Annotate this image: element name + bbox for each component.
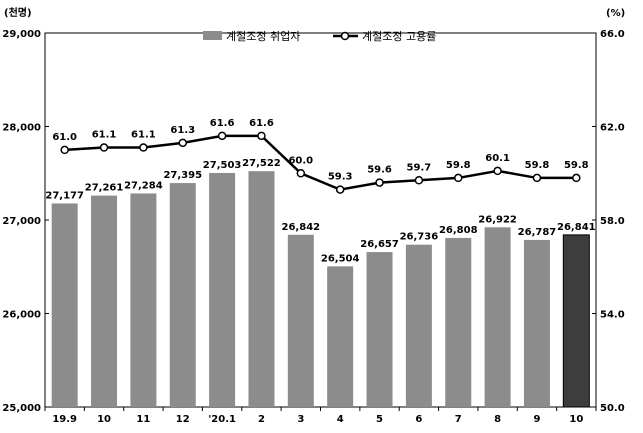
x-axis-tick-label: 3	[297, 414, 304, 425]
bar	[130, 193, 157, 407]
x-axis-tick-label: 4	[337, 414, 344, 425]
x-axis-tick-label: 12	[176, 414, 190, 425]
bar	[562, 234, 590, 408]
line-data-label: 61.1	[92, 130, 117, 141]
line-marker	[454, 173, 463, 183]
x-axis-tick-label: 10	[97, 414, 111, 425]
line-marker	[99, 143, 109, 152]
bar	[169, 183, 196, 407]
bar-data-label: 26,736	[400, 232, 439, 243]
line-data-label: 61.1	[131, 130, 156, 141]
right-axis-tick-label: 62.0	[600, 123, 625, 134]
right-axis-tick-label: 50.0	[600, 403, 625, 414]
line-marker	[139, 143, 148, 152]
line-data-label: 59.6	[367, 165, 392, 176]
line-marker	[375, 178, 384, 187]
right-axis-tick-label: 66.0	[600, 29, 625, 40]
bar-data-label: 26,504	[321, 253, 360, 264]
line-marker	[296, 169, 306, 178]
x-axis-tick-label: 2	[258, 414, 265, 425]
left-axis: 25,000 26,000 27,000 28,000 29,000	[2, 29, 49, 414]
bar-data-label: 26,922	[478, 214, 517, 225]
x-axis-tick-label: 8	[494, 414, 501, 425]
x-axis: 19.9 10 11 12 '20.1 2 3 4 5 6 7 8 9 10	[44, 407, 597, 425]
left-axis-tick-label: 28,000	[2, 123, 41, 134]
line-data-label: 61.3	[170, 125, 195, 136]
left-axis-tick-label: 29,000	[2, 29, 41, 40]
x-axis-tick-label: 9	[533, 414, 540, 425]
line-data-label: 59.3	[328, 172, 353, 183]
bar	[248, 171, 275, 407]
x-axis-tick-label: 7	[455, 414, 462, 425]
legend-line-marker	[340, 31, 350, 41]
line-data-label: 59.8	[525, 160, 550, 171]
legend-bar-swatch	[203, 31, 222, 40]
x-axis-tick-label: '20.1	[208, 414, 236, 425]
line-data-label: 59.7	[407, 162, 432, 173]
line-data-label: 61.0	[52, 132, 77, 143]
line-marker	[60, 145, 69, 155]
line-data-label: 59.8	[446, 160, 471, 171]
line-data-label: 59.8	[564, 160, 589, 171]
right-axis-unit: (%)	[606, 8, 625, 19]
bar	[484, 227, 511, 407]
left-axis-tick-label: 25,000	[2, 403, 41, 414]
x-axis-tick-label: 11	[136, 414, 150, 425]
bar-data-label: 27,261	[85, 183, 124, 194]
legend-line-label: 계절조정 고용률	[362, 30, 436, 43]
bar-data-label: 26,841	[557, 222, 596, 233]
x-axis-tick-label: 19.9	[52, 414, 77, 425]
bar-series	[51, 171, 590, 408]
legend-bar-label: 계절조정 취업자	[226, 30, 300, 43]
bar	[287, 234, 314, 407]
line-data-label: 60.1	[485, 153, 510, 164]
line-marker	[493, 166, 502, 176]
right-axis-tick-label: 54.0	[600, 310, 625, 321]
bar-data-label: 26,787	[518, 227, 557, 238]
line-marker	[178, 138, 187, 148]
x-axis-tick-label: 5	[376, 414, 383, 425]
line-marker	[335, 185, 345, 194]
bar	[327, 266, 354, 407]
left-axis-tick-label: 26,000	[2, 310, 41, 321]
bar	[366, 252, 393, 407]
bar	[445, 237, 472, 407]
bar-data-label: 27,395	[163, 170, 202, 181]
bar-data-label: 27,522	[242, 158, 281, 169]
bar	[523, 239, 550, 407]
line-data-label: 60.0	[288, 155, 313, 166]
bar-data-label: 26,808	[439, 225, 478, 236]
left-axis-tick-label: 27,000	[2, 216, 41, 227]
bar	[91, 195, 118, 407]
bar-data-label: 27,177	[45, 190, 84, 201]
employment-rate-line	[64, 134, 577, 191]
line-marker	[572, 173, 581, 183]
line-data-label: 61.6	[210, 118, 235, 129]
bar	[209, 172, 236, 407]
line-marker	[532, 173, 542, 183]
bar-data-label: 26,657	[360, 239, 399, 250]
x-axis-tick-label: 6	[415, 414, 422, 425]
bar-data-label: 27,503	[203, 160, 242, 171]
line-marker	[217, 131, 227, 141]
line-marker	[414, 176, 424, 185]
bar-data-label: 27,284	[124, 180, 163, 191]
left-axis-unit: (천명)	[4, 6, 32, 19]
right-axis-tick-label: 58.0	[600, 216, 625, 227]
line-data-labels: 61.0 61.1 61.1 61.3 61.6 61.6 60.0 59.3 59.6 59.7…	[52, 118, 588, 183]
line-series	[60, 131, 581, 194]
legend: 계절조정 취업자 계절조정 고용률	[203, 30, 436, 43]
line-data-label: 61.6	[249, 118, 274, 129]
right-axis: 50.0 54.0 58.0 62.0 66.0	[592, 29, 625, 414]
x-axis-tick-label: 10	[569, 414, 583, 425]
line-marker	[257, 131, 266, 141]
bar	[51, 203, 78, 407]
bar-data-label: 26,842	[282, 222, 321, 233]
bar	[405, 244, 432, 407]
